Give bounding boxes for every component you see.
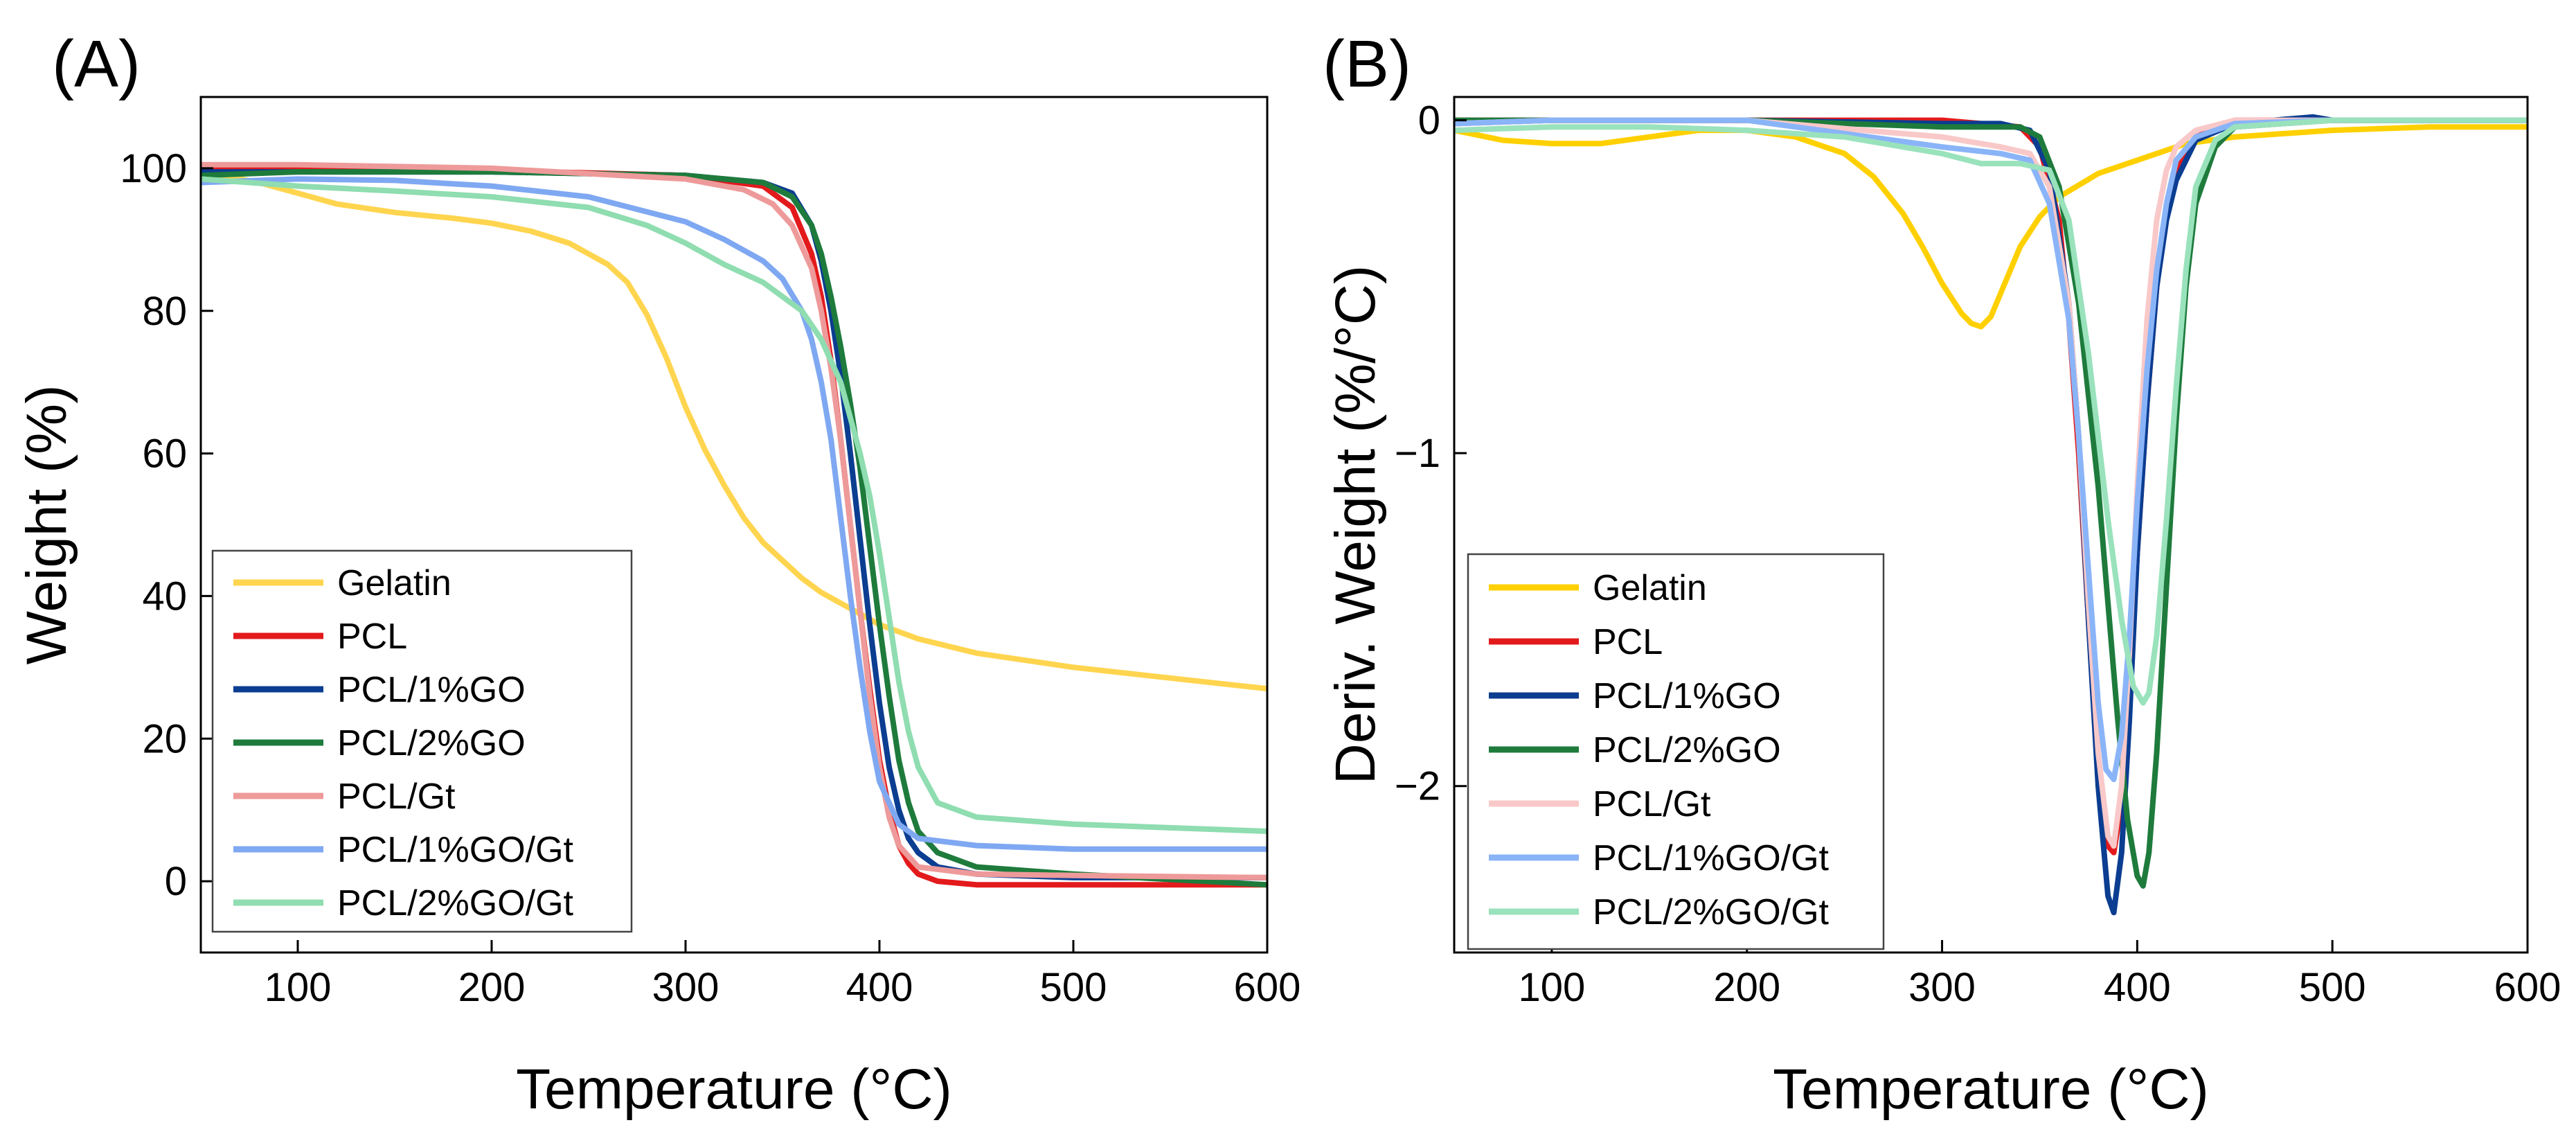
legend-label: PCL/2%GO/Gt — [337, 883, 574, 923]
x-tick-label: 200 — [1713, 965, 1780, 1010]
x-tick-label: 200 — [458, 965, 526, 1010]
legend-label: PCL/2%GO/Gt — [1593, 892, 1830, 932]
x-tick-label: 400 — [2104, 965, 2171, 1010]
series-line-pcl-gt — [201, 161, 1267, 880]
series-line-pcl-1-go-gt — [1454, 117, 2528, 783]
legend-label: PCL/Gt — [337, 777, 456, 817]
legend-label: PCL — [1593, 622, 1663, 662]
legend-label: PCL/1%GO/Gt — [337, 830, 574, 870]
series-line-gelatin — [1454, 124, 2528, 330]
y-tick-label: 20 — [142, 716, 187, 761]
y-axis-title-b: Deriv. Weight (%/°C) — [1324, 265, 1387, 785]
y-axis-title-a: Weight (%) — [15, 384, 78, 664]
plot-frame-a — [199, 96, 1269, 954]
x-tick-label: 300 — [1908, 965, 1976, 1010]
legend-label: PCL/2%GO — [1593, 730, 1781, 770]
legend-label: Gelatin — [1593, 568, 1707, 608]
y-tick-label: 100 — [120, 146, 187, 191]
series-line-pcl-2-go-gt — [1454, 117, 2528, 706]
legend-label: PCL/2%GO — [337, 723, 526, 763]
panel-a: (A) 100 200 300 400 500 600 0 20 40 60 80 100 Tempera… — [15, 27, 1300, 1121]
y-tick-label: −1 — [1395, 431, 1440, 476]
plot-area-b — [1454, 114, 2528, 916]
legend-label: PCL/1%GO/Gt — [1593, 838, 1830, 878]
legend-label: PCL/1%GO — [337, 670, 526, 710]
y-tick-label: 0 — [165, 859, 187, 904]
x-tick-label: 500 — [1040, 965, 1107, 1010]
x-axis-title-a: Temperature (°C) — [516, 1058, 952, 1121]
x-tick-label: 400 — [846, 965, 913, 1010]
x-tick-label: 500 — [2299, 965, 2366, 1010]
y-tick-label: 0 — [1418, 98, 1440, 143]
x-tick-label: 600 — [1234, 965, 1301, 1010]
panel-label-b: (B) — [1323, 27, 1411, 101]
x-tick-label: 600 — [2494, 965, 2561, 1010]
series-line-gelatin — [201, 165, 1267, 692]
y-tick-label: 40 — [142, 574, 187, 619]
series-line-pcl-2-go-gt — [201, 176, 1267, 834]
x-axis-title-b: Temperature (°C) — [1773, 1058, 2209, 1121]
plot-frame-b — [1453, 96, 2529, 954]
panel-label-a: (A) — [52, 27, 141, 101]
plot-area-a — [201, 161, 1267, 888]
series-line-pcl-1-go-gt — [201, 176, 1267, 852]
panel-b: (B) 100 200 300 400 500 600 0 −1 −2 Temperature (°… — [1323, 27, 2561, 1121]
legend-label: Gelatin — [337, 563, 451, 603]
legend-b: Gelatin PCL PCL/1%GO PCL/2%GO PCL/Gt PCL/1%GO… — [1467, 553, 1885, 950]
x-tick-label: 100 — [1519, 965, 1586, 1010]
y-tick-label: −2 — [1395, 764, 1440, 809]
legend-label: PCL — [337, 617, 407, 657]
x-tick-label: 300 — [652, 965, 719, 1010]
legend-label: PCL/Gt — [1593, 784, 1711, 824]
series-line-pcl-gt — [1454, 117, 2528, 849]
x-tick-label: 100 — [265, 965, 332, 1010]
y-tick-label: 60 — [142, 432, 187, 477]
legend-label: PCL/1%GO — [1593, 676, 1781, 716]
legend-a: Gelatin PCL PCL/1%GO PCL/2%GO PCL/Gt PCL/1%GO… — [211, 549, 633, 933]
series-line-pcl-2-go — [1454, 117, 2528, 889]
y-tick-label: 80 — [142, 289, 187, 334]
